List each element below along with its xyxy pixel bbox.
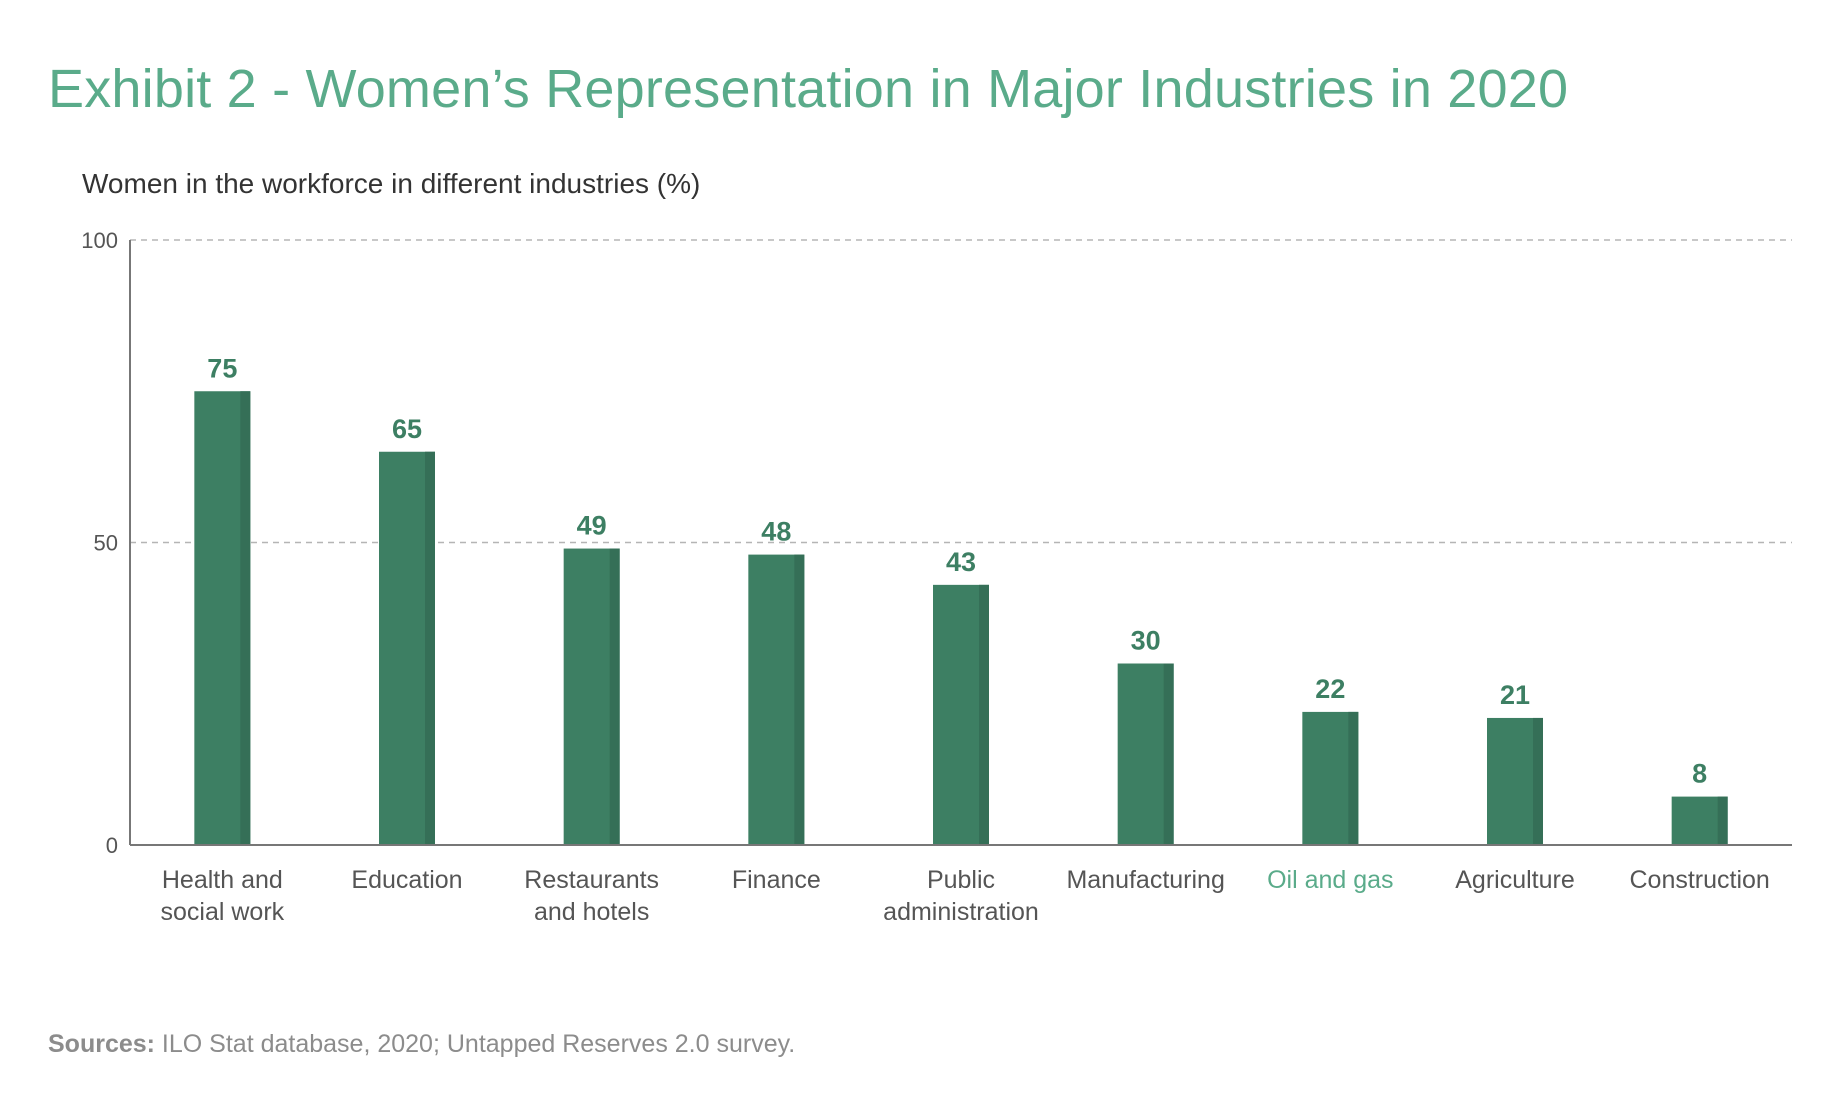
category-label-1: Education	[351, 866, 462, 894]
y-tick-label-0: 0	[106, 833, 118, 858]
bars	[194, 391, 1728, 845]
category-label-line-3-0: Finance	[732, 866, 821, 894]
chart-title: Exhibit 2 - Women’s Representation in Ma…	[48, 59, 1569, 119]
sources-text: ILO Stat database, 2020; Untapped Reserv…	[154, 1030, 796, 1058]
value-label-5: 30	[1131, 626, 1161, 656]
category-label-line-6-0: Oil and gas	[1267, 866, 1393, 894]
category-label-3: Finance	[732, 866, 821, 894]
category-label-line-4-0: Public	[927, 866, 995, 894]
value-label-4: 43	[946, 547, 976, 577]
category-label-0: Health and social work	[161, 866, 285, 926]
category-label-6: Oil and gas	[1267, 866, 1393, 894]
category-label-2: Restaurants and hotels	[524, 866, 659, 926]
category-label-line-8-0: Construction	[1629, 866, 1769, 894]
y-tick-label-50: 50	[94, 531, 118, 556]
labels: 0 50 100 75 Health and social work 65 Education…	[81, 228, 1770, 926]
sources-label: Sources:	[48, 1030, 155, 1058]
value-label-2: 49	[577, 511, 607, 541]
bar-shade-0	[240, 391, 251, 845]
bar-shade-1	[425, 451, 435, 845]
category-label-8: Construction	[1629, 866, 1769, 894]
bar-shade-3	[794, 554, 805, 845]
y-tick-label-100: 100	[81, 228, 118, 253]
category-label-line-0-0: Health and	[162, 866, 283, 894]
category-label-line-5-0: Manufacturing	[1066, 866, 1224, 894]
bar-shade-4	[979, 584, 989, 845]
bar-shade-6	[1348, 711, 1359, 845]
category-label-line-0-1: social work	[161, 898, 285, 926]
category-label-7: Agriculture	[1455, 866, 1575, 894]
category-label-line-4-1: administration	[883, 898, 1039, 926]
category-label-line-2-1: and hotels	[534, 898, 649, 926]
bar-chart: 0 50 100 75 Health and social work 65 Education…	[81, 228, 1792, 926]
value-label-3: 48	[761, 517, 791, 547]
category-label-5: Manufacturing	[1066, 866, 1224, 894]
value-label-6: 22	[1315, 674, 1345, 704]
bar-shade-2	[609, 548, 620, 845]
category-label-line-1-0: Education	[351, 866, 462, 894]
value-label-0: 75	[207, 353, 237, 383]
category-label-line-2-0: Restaurants	[524, 866, 659, 894]
y-axis-label: Women in the workforce in different indu…	[82, 168, 701, 199]
value-label-7: 21	[1500, 680, 1530, 710]
category-label-4: Public administration	[883, 866, 1039, 926]
category-label-line-7-0: Agriculture	[1455, 866, 1575, 894]
value-label-8: 8	[1692, 759, 1707, 789]
bar-shade-8	[1717, 796, 1728, 845]
sources-note: Sources: ILO Stat database, 2020; Untapp…	[48, 1030, 795, 1059]
value-label-1: 65	[392, 414, 422, 444]
bar-shade-5	[1163, 663, 1174, 845]
axes	[129, 240, 1792, 846]
bar-shade-7	[1533, 717, 1543, 845]
